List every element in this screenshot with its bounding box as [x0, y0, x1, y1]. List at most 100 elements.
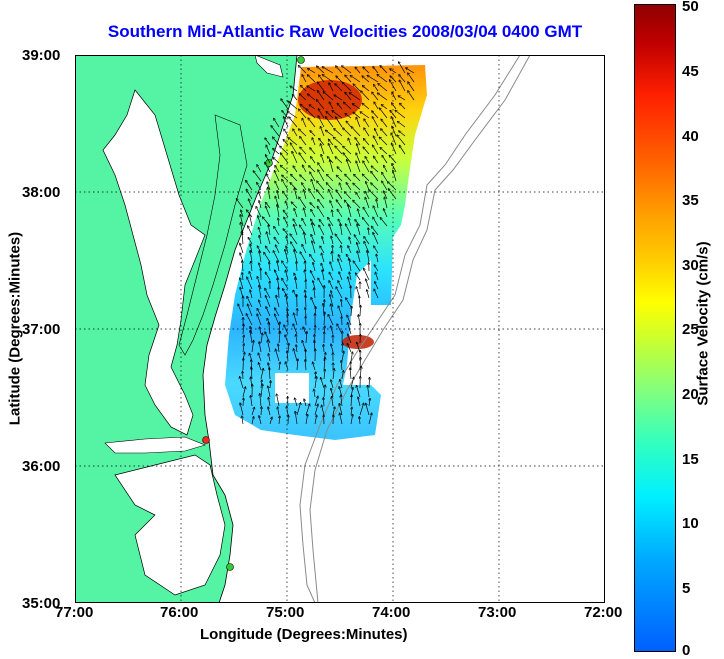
- velocity-field: [225, 65, 427, 440]
- velocity-vector: [363, 147, 370, 155]
- velocity-vector: [311, 210, 316, 218]
- velocity-vector: [362, 103, 370, 110]
- velocity-vector: [314, 377, 317, 389]
- velocity-vector: [318, 200, 325, 209]
- velocity-vector: [369, 378, 370, 389]
- station-marker[interactable]: [226, 563, 234, 571]
- velocity-vector: [283, 191, 289, 200]
- velocity-vector: [308, 75, 316, 83]
- velocity-vector: [288, 101, 298, 110]
- velocity-vector: [299, 66, 307, 74]
- velocity-vector: [273, 149, 280, 155]
- y-tick-label: 36:00: [22, 458, 61, 475]
- velocity-vector: [266, 296, 271, 308]
- velocity-vector: [390, 69, 397, 74]
- colorbar-label: Surface Velocity (cm/s): [694, 241, 712, 406]
- velocity-vector: [309, 166, 316, 173]
- velocity-vector: [290, 234, 298, 245]
- velocity-vector: [329, 139, 334, 146]
- velocity-vector: [345, 92, 352, 101]
- velocity-vector: [328, 218, 334, 227]
- velocity-vector: [339, 404, 343, 416]
- velocity-vector: [268, 354, 271, 362]
- velocity-vector: [241, 210, 244, 218]
- velocity-vector: [319, 225, 325, 236]
- velocity-vector: [275, 181, 280, 191]
- velocity-vector: [382, 105, 388, 110]
- velocity-vector: [293, 95, 298, 101]
- velocity-vector: [388, 189, 397, 200]
- velocity-vector: [294, 313, 298, 326]
- velocity-vector: [249, 272, 253, 281]
- velocity-vector: [336, 117, 343, 128]
- velocity-vector: [304, 208, 307, 218]
- velocity-vector: [259, 201, 262, 209]
- velocity-vector: [299, 197, 307, 209]
- velocity-vector: [302, 219, 307, 227]
- x-tick-label: 72:00: [584, 604, 623, 621]
- velocity-vector: [378, 84, 388, 92]
- velocity-vector: [322, 67, 334, 74]
- velocity-vector: [339, 272, 343, 281]
- velocity-vector: [340, 380, 343, 389]
- velocity-vector: [344, 102, 352, 110]
- velocity-vector: [291, 242, 298, 254]
- velocity-vector: [382, 156, 388, 164]
- velocity-vector: [259, 236, 262, 245]
- x-tick-label: 73:00: [478, 604, 517, 621]
- velocity-vector: [288, 138, 298, 146]
- velocity-vector: [268, 188, 271, 200]
- velocity-vector: [268, 386, 271, 398]
- velocity-vector: [338, 259, 343, 272]
- velocity-vector: [384, 191, 388, 200]
- velocity-vector: [312, 138, 316, 146]
- velocity-vector: [355, 220, 361, 227]
- bathymetry-contours: [299, 55, 531, 603]
- colorbar-tick-label: 15: [682, 451, 699, 468]
- velocity-vector: [345, 114, 352, 119]
- velocity-vector: [310, 131, 316, 137]
- velocity-vector: [240, 403, 244, 416]
- velocity-vector: [330, 160, 334, 173]
- velocity-vector: [372, 92, 379, 101]
- albemarle-sound: [104, 436, 206, 454]
- velocity-vector: [357, 224, 361, 236]
- velocity-vector: [376, 199, 379, 209]
- velocity-vector: [332, 252, 333, 263]
- velocity-vector: [318, 170, 325, 182]
- velocity-vector: [351, 307, 352, 317]
- velocity-vector: [238, 304, 244, 317]
- velocity-vector: [306, 332, 307, 344]
- velocity-vector: [372, 111, 379, 119]
- station-marker[interactable]: [202, 436, 210, 444]
- velocity-vector: [364, 237, 370, 245]
- station-marker[interactable]: [297, 56, 305, 64]
- velocity-vector: [348, 138, 352, 146]
- velocity-vector: [360, 112, 370, 119]
- velocity-vector: [392, 103, 397, 110]
- velocity-vector: [332, 210, 333, 218]
- velocity-vector: [256, 207, 262, 218]
- velocity-vector: [338, 306, 343, 317]
- velocity-vector: [311, 235, 316, 245]
- velocity-vector: [301, 86, 307, 92]
- velocity-vector: [282, 180, 289, 191]
- velocity-vector: [349, 272, 352, 281]
- velocity-vector: [363, 207, 370, 218]
- delmarva-peninsula: [178, 114, 248, 356]
- velocity-vector: [363, 86, 370, 92]
- velocity-vector: [317, 91, 325, 101]
- velocity-vector: [314, 415, 317, 425]
- velocity-vector: [273, 137, 280, 146]
- velocity-vector: [337, 210, 343, 218]
- velocity-vector: [285, 335, 289, 344]
- map-plot[interactable]: [75, 55, 605, 603]
- velocity-vector: [277, 261, 280, 272]
- velocity-vector: [360, 306, 361, 317]
- velocity-vector: [310, 255, 316, 263]
- velocity-vector: [362, 174, 370, 182]
- velocity-vector: [310, 172, 316, 182]
- velocity-vector: [346, 224, 352, 236]
- velocity-vector: [281, 99, 289, 110]
- velocity-vector: [358, 397, 361, 407]
